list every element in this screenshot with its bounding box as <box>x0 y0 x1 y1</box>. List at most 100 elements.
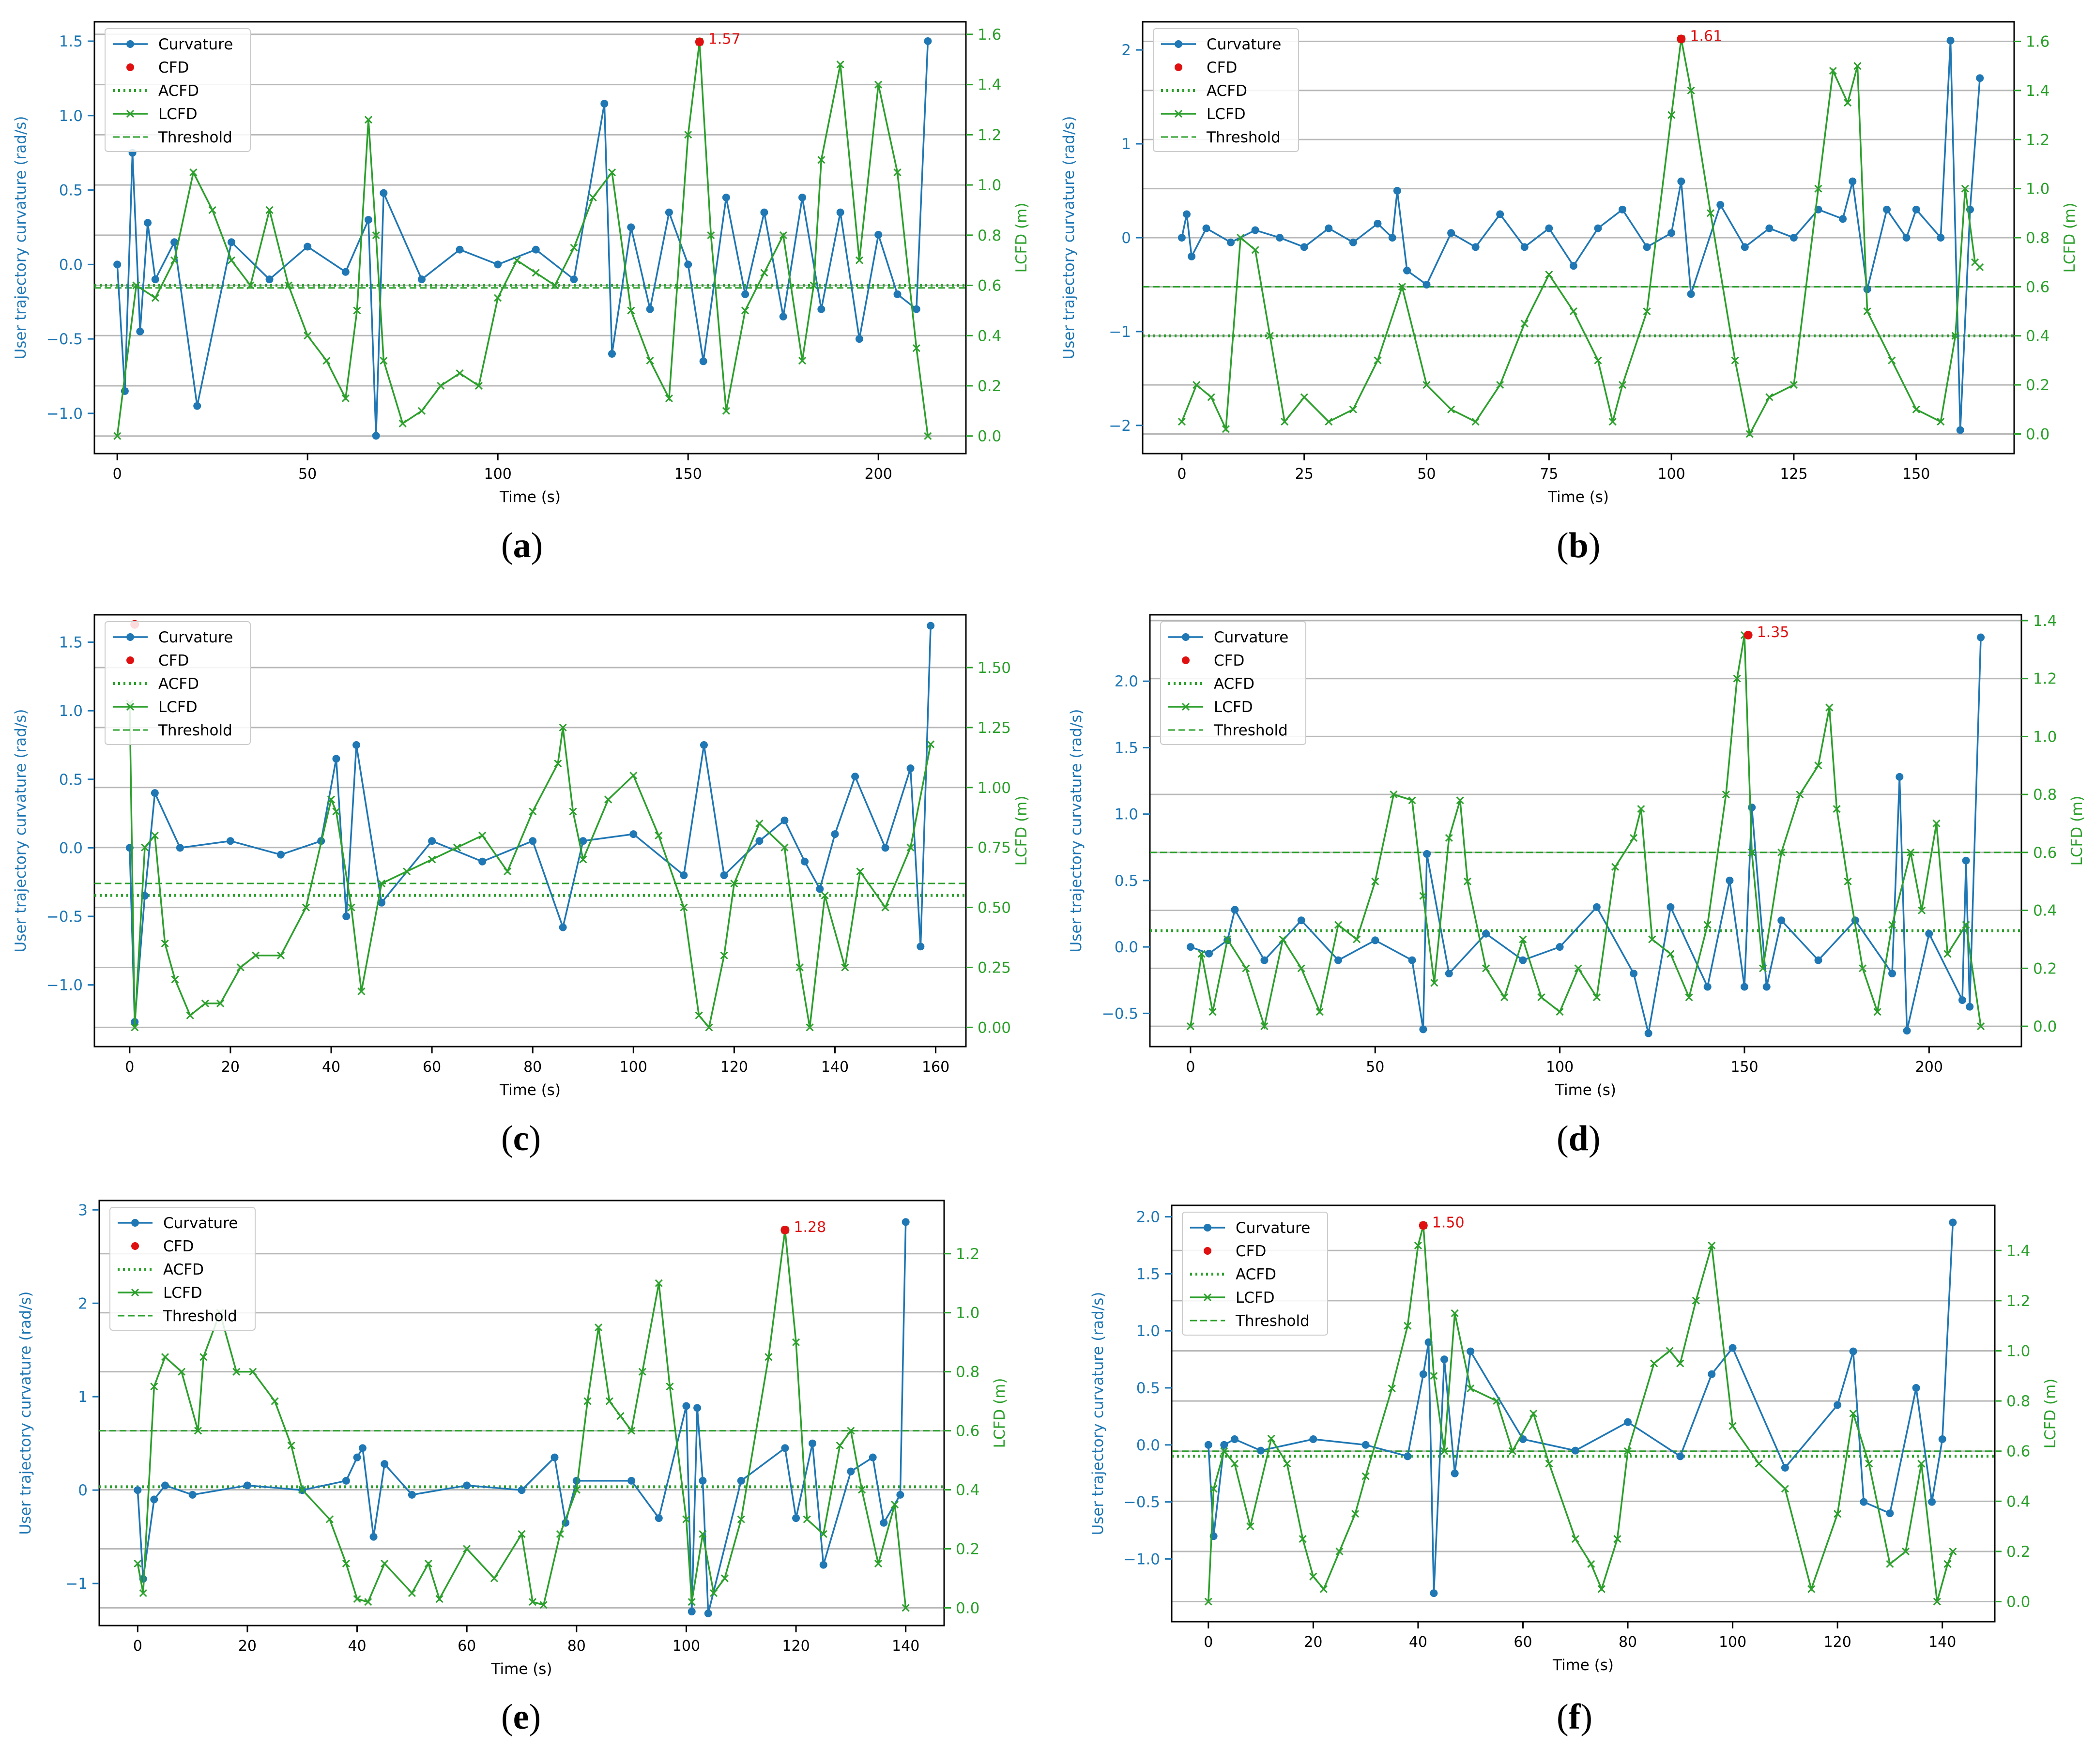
lcfd-point <box>1445 834 1453 842</box>
legend-label: Threshold <box>158 129 232 146</box>
lcfd-point <box>737 1515 745 1523</box>
plot-frame <box>98 1200 945 1627</box>
curvature-point <box>1958 996 1966 1004</box>
y-axis-label-right: LCFD (m) <box>2042 1379 2059 1449</box>
cfd-point <box>780 1225 790 1234</box>
curvature-point <box>1849 1347 1857 1355</box>
legend-item-acfd: ACFD <box>1190 1266 1276 1283</box>
lcfd-point <box>201 999 209 1007</box>
curvature-point <box>1447 229 1455 237</box>
legend: Curvature CFD ACFD LCFD Threshold <box>1153 28 1299 152</box>
y-tick-label: 1.5 <box>1115 739 1138 757</box>
curvature-point <box>1349 238 1357 246</box>
curvature-point <box>1703 983 1712 991</box>
lcfd-point <box>1951 332 1959 340</box>
lcfd-point <box>134 1559 142 1568</box>
x-tick-label: 40 <box>322 1059 340 1076</box>
y2-tick-label: 0.2 <box>956 1540 979 1558</box>
lcfd-point <box>513 256 521 264</box>
lcfd-point <box>1349 405 1357 413</box>
lcfd-point <box>1482 964 1490 973</box>
lcfd-point <box>161 939 169 947</box>
y-tick-label: 0.5 <box>1136 1380 1160 1397</box>
lcfd-point <box>1796 791 1804 799</box>
lcfd-point <box>1917 1460 1926 1468</box>
curvature-point <box>226 837 234 845</box>
lcfd-point <box>1637 805 1645 813</box>
lcfd-point <box>378 879 386 888</box>
lcfd-point <box>1186 1022 1194 1031</box>
lcfd-point <box>616 1412 625 1420</box>
lcfd-point <box>353 306 361 315</box>
lcfd-point <box>583 1397 592 1405</box>
curvature-point <box>1300 243 1308 251</box>
lcfd-point <box>1422 381 1431 389</box>
legend-item-curvature: Curvature <box>1190 1219 1310 1237</box>
lcfd-line <box>1208 1225 1954 1602</box>
lcfd-point <box>1371 877 1379 885</box>
y2-tick-label: 0.6 <box>2026 278 2049 296</box>
legend-item-acfd: ACFD <box>118 1261 204 1278</box>
legend-label: CFD <box>1236 1243 1266 1260</box>
curvature-point <box>627 1476 636 1485</box>
lcfd-point <box>428 855 436 864</box>
lcfd-point <box>881 903 889 912</box>
y2-tick-label: 0.0 <box>2033 1018 2057 1035</box>
curvature-point <box>1667 903 1675 911</box>
series-lcfd <box>1186 631 1985 1031</box>
y-axis-label-left: User trajectory curvature (rad/s) <box>12 709 30 953</box>
x-tick-label: 100 <box>620 1059 647 1076</box>
curvature-point <box>836 208 844 216</box>
legend: Curvature CFD ACFD LCFD Threshold <box>105 28 251 152</box>
lcfd-point <box>682 1515 690 1523</box>
lcfd-point <box>806 1023 814 1032</box>
curvature-point <box>276 851 285 859</box>
y2-tick-label: 0.8 <box>2006 1393 2030 1410</box>
curvature-point <box>1644 1029 1652 1037</box>
y2-tick-label: 1.2 <box>2033 670 2057 688</box>
lcfd-point <box>559 723 567 731</box>
curvature-point <box>924 37 932 45</box>
y2-tick-label: 0.8 <box>2033 786 2057 804</box>
curvature-point <box>700 741 708 749</box>
lcfd-point <box>199 1353 208 1361</box>
curvature-point <box>646 305 654 313</box>
lcfd-point <box>1648 935 1656 943</box>
lcfd-point <box>1943 950 1952 958</box>
curvature-point <box>1903 1027 1911 1035</box>
lcfd-point <box>1781 1485 1789 1493</box>
lcfd-point <box>453 843 461 852</box>
curvature-point <box>1430 1589 1438 1597</box>
curvature-point <box>1667 229 1676 237</box>
y-tick-label: −0.5 <box>46 331 83 348</box>
y2-tick-label: 0.00 <box>978 1019 1011 1036</box>
y-tick-label: 2.0 <box>1115 673 1138 690</box>
legend-label: LCFD <box>158 699 198 716</box>
legend-item-acfd: ACFD <box>113 675 199 693</box>
lcfd-point <box>1703 921 1712 929</box>
curvature-point <box>1937 234 1945 242</box>
y-tick-label: 2 <box>1121 42 1131 59</box>
lcfd-point <box>1414 1241 1422 1249</box>
curvature-point <box>463 1481 471 1490</box>
lcfd-point <box>893 168 902 177</box>
lcfd-point <box>424 1559 432 1568</box>
y-tick-label: −1 <box>1109 323 1131 341</box>
curvature-point <box>170 238 179 246</box>
lcfd-point <box>1237 233 1245 242</box>
lcfd-point <box>1500 993 1509 1002</box>
lcfd-point <box>1223 935 1232 943</box>
cfd-marker: 1.57 <box>695 30 741 47</box>
curvature-point <box>1519 956 1527 964</box>
curvature-point <box>456 245 464 254</box>
curvature-point <box>665 208 673 216</box>
lcfd-point <box>322 357 331 365</box>
y-axis-label-left: User trajectory curvature (rad/s) <box>1089 1292 1107 1536</box>
curvature-point <box>1388 234 1396 242</box>
lcfd-point <box>304 332 312 340</box>
curvature-point <box>1925 929 1933 938</box>
lcfd-point <box>347 903 355 912</box>
x-tick-label: 0 <box>125 1059 134 1076</box>
